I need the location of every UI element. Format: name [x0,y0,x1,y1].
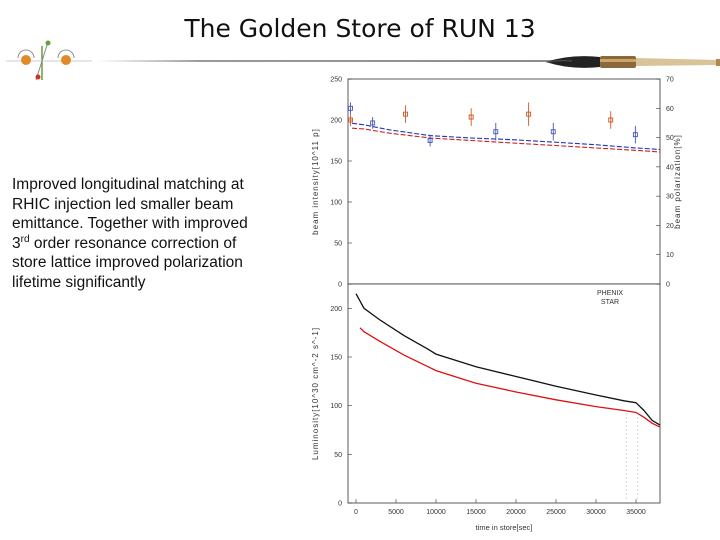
bottom-panel-frame [347,283,661,504]
body-line: Improved longitudinal matching at [12,176,244,193]
bottom-x-tick-label: 5000 [388,509,404,516]
top-y2-axis-label: beam polarization[%] [673,134,682,229]
bottom-x-tick-label: 30000 [586,509,606,516]
top-y2-tick-label: 60 [666,106,674,113]
top-y-tick-label: 250 [330,77,342,84]
legend-label-star: STAR [601,299,619,306]
body-line: store lattice improved polarization [12,254,243,272]
top-y-tick-label: 200 [330,118,342,125]
top-y2-tick-label: 0 [666,282,670,289]
body-line: 3rd order resonance correction of [12,234,297,254]
luminosity-line-star [359,327,661,428]
bottom-x-tick-label: 10000 [426,509,446,516]
body-line: RHIC injection led smaller beam [12,195,234,213]
body-text: Improved longitudinal matching at RHIC i… [12,175,297,293]
top-y-tick-label: 0 [338,282,342,289]
top-y-axis-label: beam intensity[10^11 p] [311,128,320,235]
polarization-point-blue [370,120,376,126]
top-panel-frame [347,78,661,285]
polarization-point-yellow [348,117,353,123]
top-y2-tick-label: 40 [666,164,674,171]
luminosity-line-phenix [355,293,661,426]
polarization-point-yellow [403,111,408,117]
polarization-point-blue [427,138,433,143]
polarization-point-blue [493,129,499,135]
top-y2-tick-label: 30 [666,194,674,201]
title-divider [96,60,626,62]
body-line: lifetime significantly [12,273,146,291]
intensity-line-blue-intensity [352,122,661,151]
bottom-x-tick-label: 0 [354,509,358,516]
body-line: emittance. Together with improved [12,215,248,233]
polarization-point-blue [632,132,638,138]
bottom-y-tick-label: 100 [330,403,342,410]
bottom-x-axis-label: time in store[sec] [476,523,533,532]
bottom-x-tick-label: 25000 [546,509,566,516]
legend-label-phenix: PHENIX [597,290,623,297]
bottom-x-tick-label: 15000 [466,509,486,516]
polarization-point-blue [348,105,353,111]
bottom-x-tick-label: 20000 [506,509,526,516]
top-y2-tick-label: 10 [666,252,674,259]
bottom-y-tick-label: 150 [330,355,342,362]
run13-store-chart: 0 50 100 150 200 250 0 10 20 30 40 50 60 70 beam inten… [311,77,682,533]
top-y-tick-label: 150 [330,159,342,166]
top-y-tick-label: 100 [330,200,342,207]
bottom-y-tick-label: 200 [330,306,342,313]
polarization-point-yellow [526,111,532,117]
ordinal-suffix: rd [20,233,30,245]
polarization-point-blue [550,129,556,135]
ordinal-number: 3 [12,234,21,252]
top-y2-tick-label: 50 [666,135,674,142]
intensity-line-yellow-intensity [352,127,661,153]
bottom-y-tick-label: 0 [338,501,342,508]
spin-logo-icon [6,40,92,81]
bottom-y-tick-label: 50 [334,452,342,459]
polarization-point-yellow [608,117,614,123]
top-y-tick-label: 50 [334,241,342,248]
top-y2-tick-label: 70 [666,77,674,84]
top-y2-tick-label: 20 [666,223,674,230]
bottom-x-tick-label: 35000 [626,509,646,516]
bottom-y-axis-label: Luminosity[10^30 cm^-2 s^-1] [311,327,320,460]
polarization-point-yellow [468,114,474,120]
slide-title: The Golden Store of RUN 13 [184,14,536,43]
ordinal-line-text: order resonance correction of [33,234,237,252]
paintbrush-icon [545,56,720,68]
